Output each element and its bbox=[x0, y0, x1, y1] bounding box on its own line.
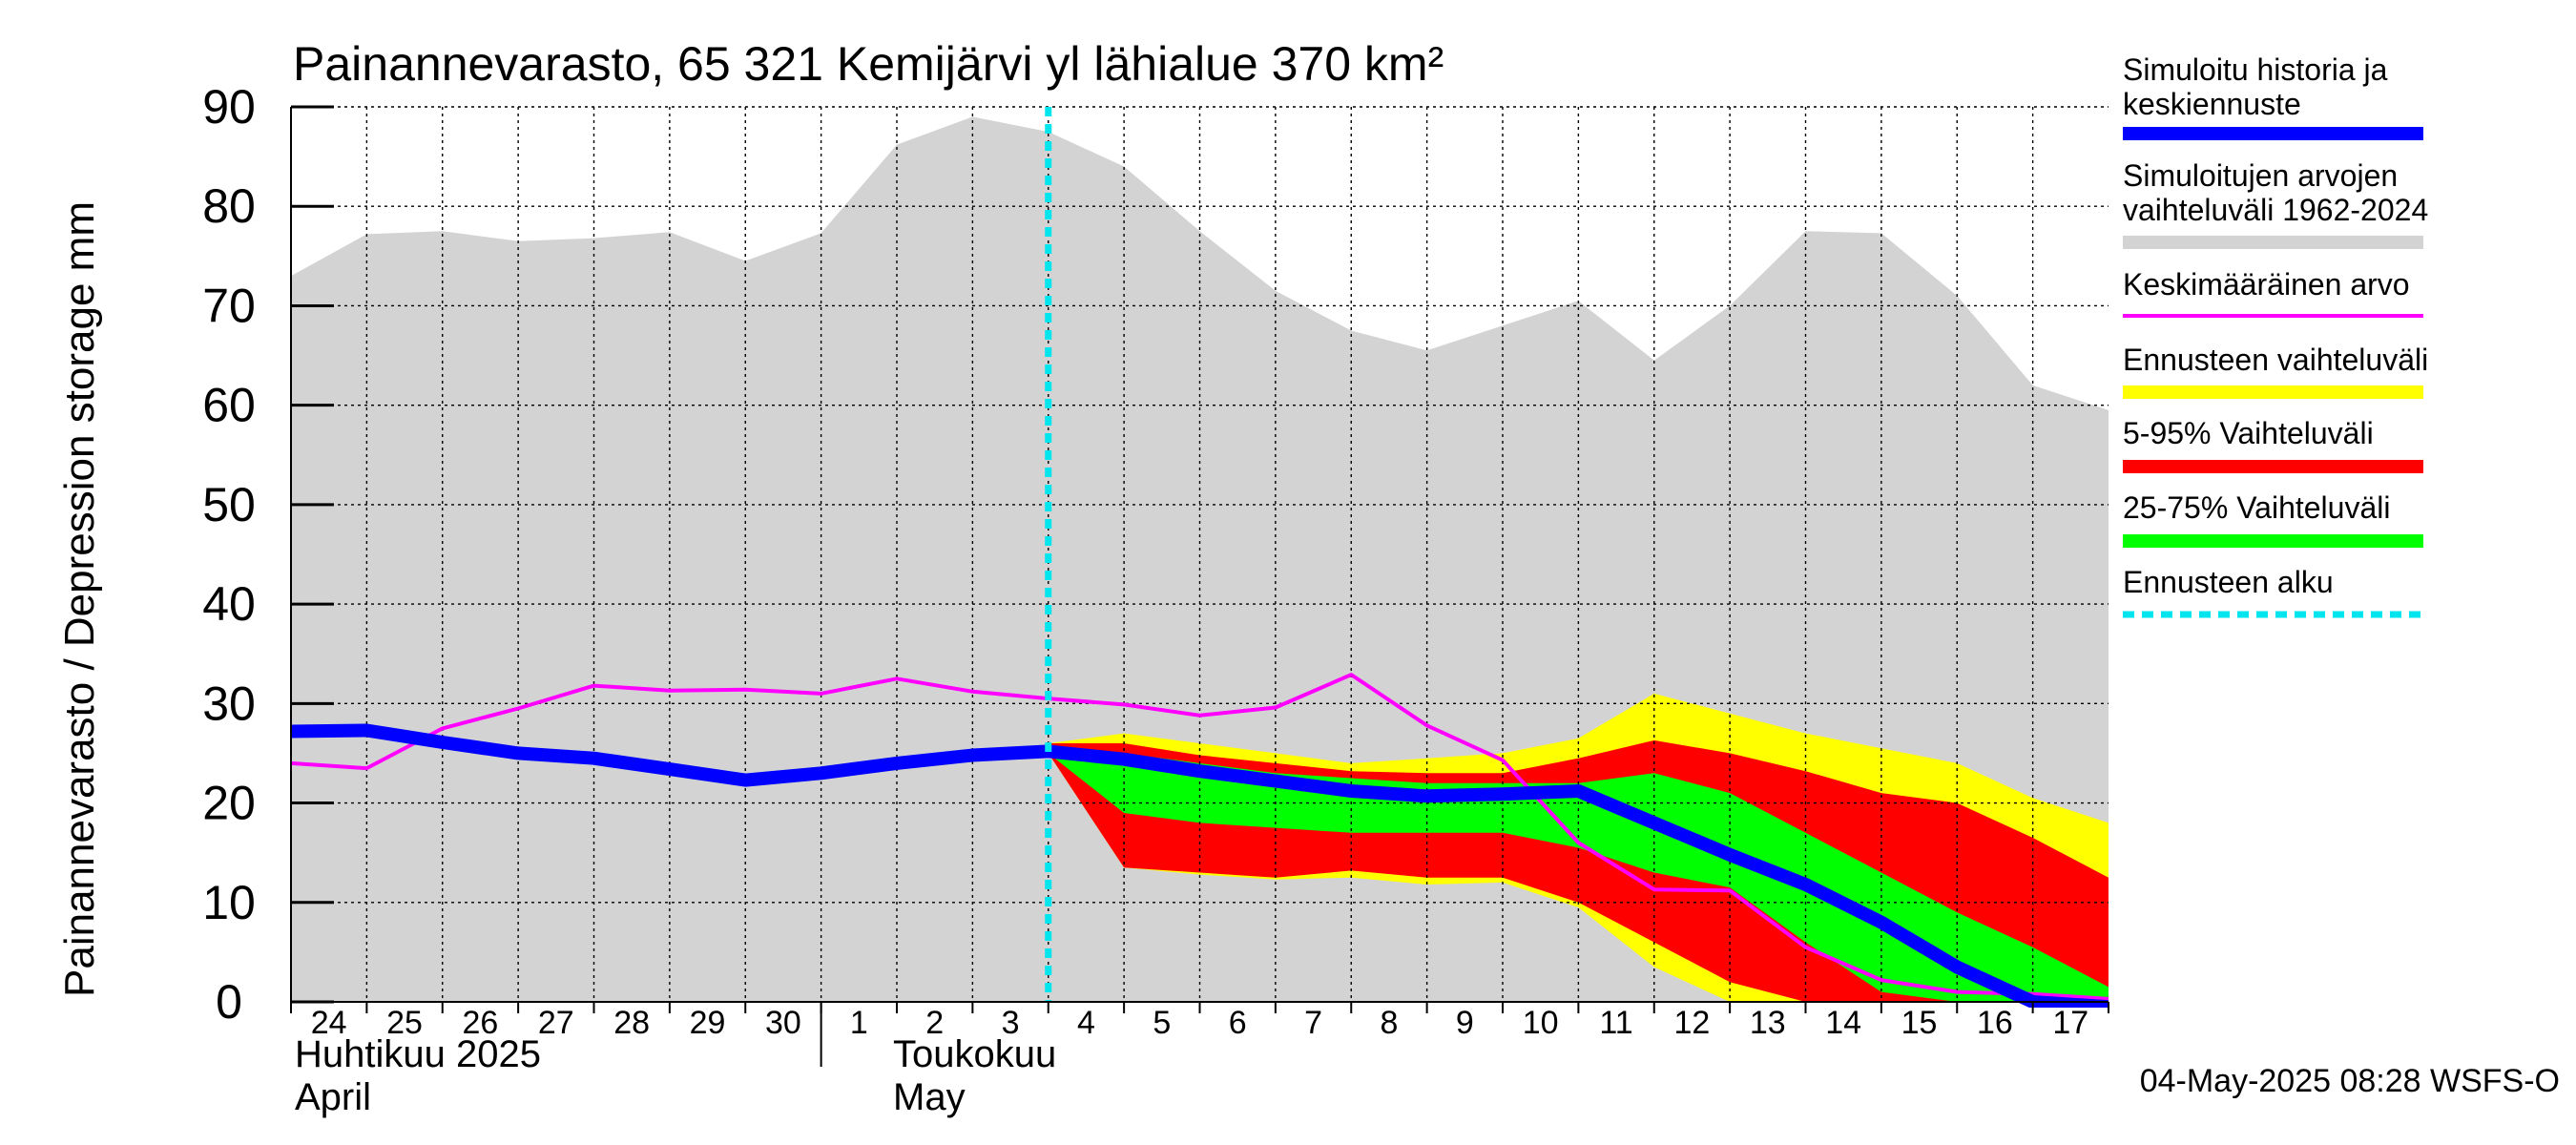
chart-title: Painannevarasto, 65 321 Kemijärvi yl läh… bbox=[293, 37, 1444, 91]
month-label-en: April bbox=[295, 1076, 371, 1118]
x-tick-label: 17 bbox=[2052, 1005, 2088, 1041]
y-tick-label: 80 bbox=[202, 179, 256, 233]
legend-label-forecast-start: Ennusteen alku bbox=[2123, 565, 2334, 599]
legend-label-median: Simuloitu historia ja keskiennuste bbox=[2123, 52, 2388, 121]
x-tick-label: 5 bbox=[1153, 1005, 1171, 1041]
x-tick-label: 26 bbox=[463, 1005, 499, 1041]
x-tick-label: 7 bbox=[1304, 1005, 1322, 1041]
x-tick-label: 29 bbox=[690, 1005, 726, 1041]
legend-label-forecast-range: Ennusteen vaihteluväli bbox=[2123, 343, 2428, 377]
legend-label-range-hist: Simuloitujen arvojen vaihteluväli 1962-20… bbox=[2123, 158, 2428, 227]
y-tick-label: 60 bbox=[202, 379, 256, 432]
y-tick-label: 20 bbox=[202, 777, 256, 830]
x-tick-label: 12 bbox=[1674, 1005, 1711, 1041]
x-tick-label: 8 bbox=[1380, 1005, 1398, 1041]
chart-lines bbox=[291, 107, 2109, 1008]
y-axis-label: Painannevarasto / Depression storage mm bbox=[56, 201, 103, 997]
legend-label-p5-95: 5-95% Vaihteluväli bbox=[2123, 416, 2374, 450]
month-label-fi: Huhtikuu 2025 bbox=[295, 1033, 541, 1075]
x-tick-label: 11 bbox=[1599, 1005, 1632, 1041]
y-tick-label: 70 bbox=[202, 279, 256, 332]
x-tick-label: 3 bbox=[1002, 1005, 1020, 1041]
month-label-en: May bbox=[893, 1076, 966, 1118]
p25-75-range-area bbox=[1048, 748, 2109, 1002]
y-tick-label: 30 bbox=[202, 677, 256, 730]
legend-label-p25-75: 25-75% Vaihteluväli bbox=[2123, 490, 2390, 525]
x-tick-label: 25 bbox=[386, 1005, 423, 1041]
x-tick-label: 16 bbox=[1977, 1005, 2013, 1041]
x-tick-label: 10 bbox=[1523, 1005, 1559, 1041]
chart-grid bbox=[291, 106, 2109, 1002]
chart-axes bbox=[290, 105, 2109, 1067]
y-tick-label: 10 bbox=[202, 876, 256, 929]
chart-legend: Simuloitu historia ja keskiennuste Simuloi… bbox=[2123, 52, 2428, 618]
timestamp: 04-May-2025 08:28 WSFS-O bbox=[2140, 1063, 2560, 1099]
x-tick-label: 2 bbox=[925, 1005, 944, 1041]
x-tick-label: 6 bbox=[1229, 1005, 1247, 1041]
x-tick-label: 14 bbox=[1825, 1005, 1861, 1041]
legend-label-mean: Keskimääräinen arvo bbox=[2123, 267, 2410, 302]
median-line bbox=[291, 723, 2109, 1008]
y-tick-label: 40 bbox=[202, 577, 256, 631]
x-tick-label: 4 bbox=[1077, 1005, 1095, 1041]
x-tick-label: 28 bbox=[613, 1005, 650, 1041]
x-tick-label: 30 bbox=[765, 1005, 801, 1041]
y-tick-label: 0 bbox=[216, 975, 242, 1029]
y-tick-label: 90 bbox=[202, 80, 256, 134]
y-tick-label: 50 bbox=[202, 478, 256, 531]
x-tick-label: 24 bbox=[311, 1005, 347, 1041]
x-tick-label: 1 bbox=[850, 1005, 868, 1041]
month-label-fi: Toukokuu bbox=[893, 1033, 1056, 1075]
x-tick-label: 27 bbox=[538, 1005, 574, 1041]
x-tick-label: 13 bbox=[1750, 1005, 1786, 1041]
x-tick-label: 15 bbox=[1901, 1005, 1938, 1041]
x-tick-label: 9 bbox=[1456, 1005, 1474, 1041]
mean-line bbox=[291, 673, 2109, 1001]
